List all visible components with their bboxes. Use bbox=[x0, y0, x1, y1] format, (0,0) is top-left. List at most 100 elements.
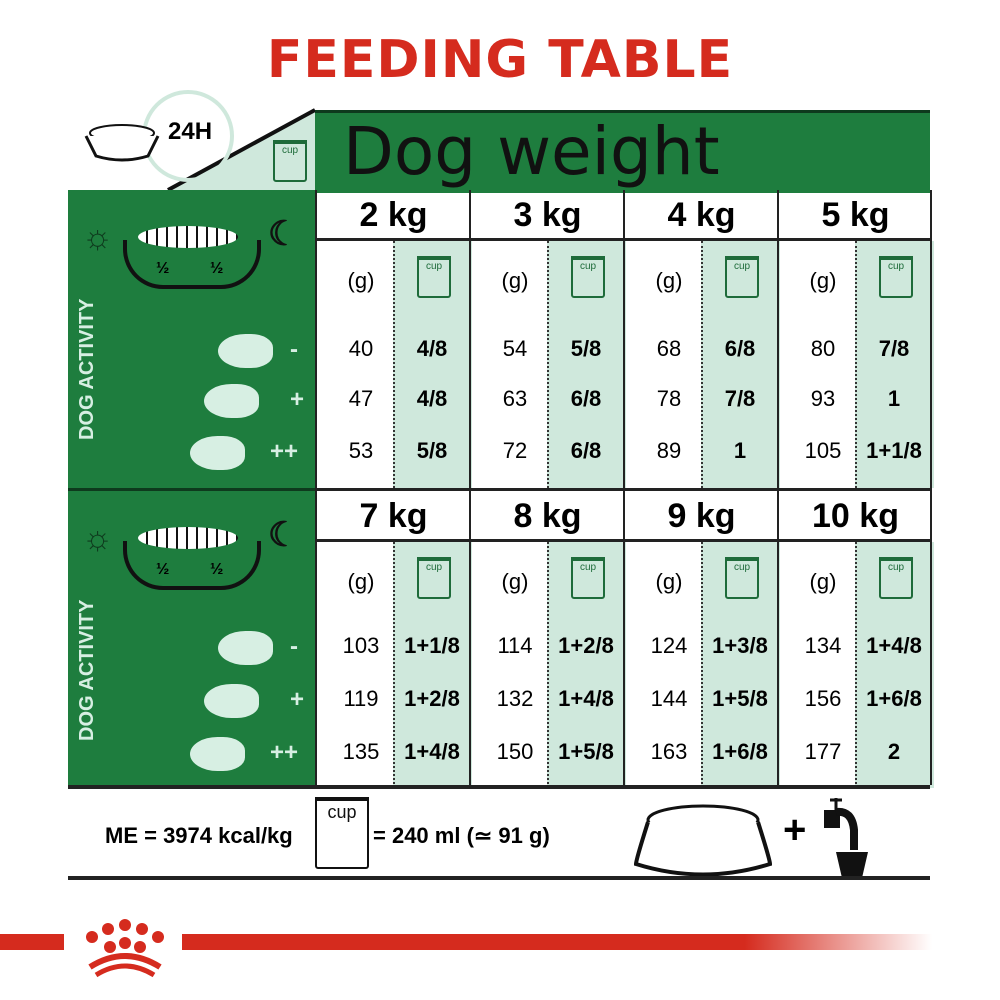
weight-header: 10 kg bbox=[779, 491, 932, 542]
dog-activity-label: DOG ACTIVITY bbox=[76, 298, 98, 440]
grams-value: 78 bbox=[656, 386, 682, 411]
weight-header: 4 kg bbox=[625, 190, 778, 241]
half-label: ½ bbox=[210, 260, 224, 277]
cup-column bbox=[701, 241, 780, 488]
grams-value: 135 bbox=[342, 739, 380, 764]
cups-value: 6/8 bbox=[570, 386, 602, 411]
grams-unit: (g) bbox=[501, 569, 529, 594]
grams-value: 124 bbox=[650, 633, 688, 658]
cups-value: 1+3/8 bbox=[712, 633, 768, 658]
table-right-border bbox=[930, 190, 932, 785]
food-bowl-icon bbox=[633, 804, 773, 877]
cup-icon: cup bbox=[273, 140, 307, 182]
weight-column: 10 kg (g) cup 134 1+4/8 156 1+6/8 177 2 bbox=[777, 488, 934, 788]
dog-activity-0-icon bbox=[218, 334, 273, 368]
weight-header: 7 kg bbox=[317, 491, 470, 542]
activity-level: ++ bbox=[270, 739, 299, 766]
weight-column: 2 kg (g) cup 40 4/8 47 4/8 53 5/8 bbox=[315, 190, 472, 488]
weight-header: 5 kg bbox=[779, 190, 932, 241]
cup-column bbox=[701, 542, 780, 788]
water-tap-icon bbox=[824, 798, 868, 878]
dog-activity-1-icon bbox=[204, 384, 259, 418]
cups-value: 1 bbox=[887, 386, 901, 411]
weight-column: 9 kg (g) cup 124 1+3/8 144 1+5/8 163 1+6/8 bbox=[623, 488, 780, 788]
crown-logo-icon bbox=[86, 919, 164, 978]
grams-value: 47 bbox=[348, 386, 374, 411]
cup-column bbox=[855, 542, 934, 788]
grams-value: 80 bbox=[810, 336, 836, 361]
weight-header: 9 kg bbox=[625, 491, 778, 542]
cups-value: 1+2/8 bbox=[558, 633, 614, 658]
activity-panel: DOG ACTIVITY ☼ ☾ ½ ½ - + ++ bbox=[68, 488, 315, 788]
brand-band-right bbox=[182, 934, 932, 950]
kibble bbox=[138, 226, 238, 248]
grams-value: 40 bbox=[348, 336, 374, 361]
energy-label: ME = 3974 kcal/kg bbox=[105, 823, 293, 848]
activity-level: - bbox=[290, 336, 298, 363]
grams-value: 89 bbox=[656, 438, 682, 463]
cup-icon: cup bbox=[725, 557, 759, 599]
dog-weight-title: Dog weight bbox=[343, 113, 720, 190]
corner-triangle bbox=[84, 90, 315, 190]
grams-value: 93 bbox=[810, 386, 836, 411]
weight-header: 2 kg bbox=[317, 190, 470, 241]
footer-bottom-rule bbox=[68, 876, 930, 880]
cup-icon: cup bbox=[725, 256, 759, 298]
cup-column bbox=[547, 542, 626, 788]
cups-value: 1+6/8 bbox=[712, 739, 768, 764]
grams-value: 156 bbox=[804, 686, 842, 711]
weight-column: 8 kg (g) cup 114 1+2/8 132 1+4/8 150 1+5/8 bbox=[469, 488, 626, 788]
grams-value: 144 bbox=[650, 686, 688, 711]
grams-value: 72 bbox=[502, 438, 528, 463]
grams-value: 105 bbox=[804, 438, 842, 463]
kibble bbox=[138, 527, 238, 549]
cups-value: 2 bbox=[887, 739, 901, 764]
activity-level: - bbox=[290, 633, 298, 660]
cups-value: 1+5/8 bbox=[712, 686, 768, 711]
cups-value: 1+6/8 bbox=[866, 686, 922, 711]
sun-icon: ☼ bbox=[82, 218, 114, 256]
grams-value: 163 bbox=[650, 739, 688, 764]
half-label: ½ bbox=[156, 260, 170, 277]
cup-column bbox=[393, 542, 472, 788]
grams-value: 150 bbox=[496, 739, 534, 764]
activity-panel: DOG ACTIVITY ☼ ☾ ½ ½ - + ++ bbox=[68, 190, 315, 488]
grams-unit: (g) bbox=[655, 268, 683, 293]
weight-column: 3 kg (g) cup 54 5/8 63 6/8 72 6/8 bbox=[469, 190, 626, 488]
half-label: ½ bbox=[210, 561, 224, 578]
corner-header: 24H cup bbox=[68, 88, 315, 190]
cup-equivalence: = 240 ml (≃ 91 g) bbox=[373, 823, 550, 848]
cup-icon: cup bbox=[315, 797, 369, 869]
activity-level: + bbox=[290, 686, 305, 713]
dog-activity-2-icon bbox=[190, 436, 245, 470]
cup-icon: cup bbox=[571, 557, 605, 599]
grams-value: 103 bbox=[342, 633, 380, 658]
grams-value: 53 bbox=[348, 438, 374, 463]
cups-value: 6/8 bbox=[724, 336, 756, 361]
grams-unit: (g) bbox=[655, 569, 683, 594]
grams-value: 177 bbox=[804, 739, 842, 764]
weight-header: 8 kg bbox=[471, 491, 624, 542]
cups-value: 1+4/8 bbox=[866, 633, 922, 658]
half-label: ½ bbox=[156, 561, 170, 578]
dog-activity-2-icon bbox=[190, 737, 245, 771]
page-title: FEEDING TABLE bbox=[266, 30, 734, 90]
grams-unit: (g) bbox=[809, 268, 837, 293]
cups-value: 4/8 bbox=[416, 386, 448, 411]
footer-top-rule bbox=[68, 785, 930, 789]
cups-value: 1+2/8 bbox=[404, 686, 460, 711]
cup-column bbox=[855, 241, 934, 488]
cups-value: 1 bbox=[733, 438, 747, 463]
dog-activity-label: DOG ACTIVITY bbox=[76, 599, 98, 741]
cups-value: 7/8 bbox=[724, 386, 756, 411]
cups-value: 1+5/8 bbox=[558, 739, 614, 764]
moon-icon: ☾ bbox=[268, 516, 299, 554]
duration-label: 24H bbox=[168, 118, 213, 145]
grams-value: 114 bbox=[497, 633, 533, 658]
dog-activity-0-icon bbox=[218, 631, 273, 665]
cups-value: 1+4/8 bbox=[404, 739, 460, 764]
weight-column: 5 kg (g) cup 80 7/8 93 1 105 1+1/8 bbox=[777, 190, 934, 488]
moon-icon: ☾ bbox=[268, 215, 299, 253]
grams-value: 54 bbox=[502, 336, 528, 361]
cups-value: 5/8 bbox=[570, 336, 602, 361]
